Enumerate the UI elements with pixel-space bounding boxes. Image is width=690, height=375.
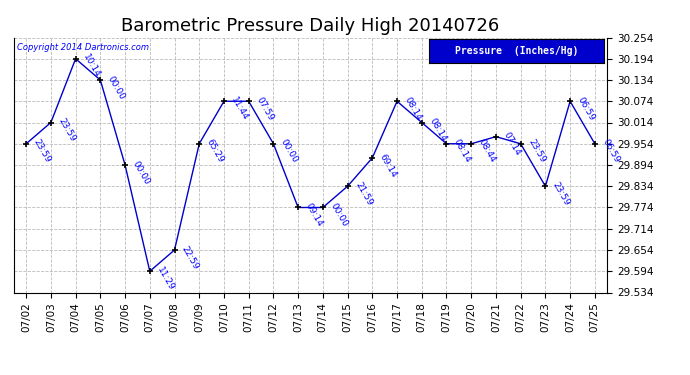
Text: 23:59: 23:59 bbox=[526, 138, 547, 165]
Text: 22:59: 22:59 bbox=[180, 244, 201, 271]
Text: 10:14: 10:14 bbox=[81, 53, 102, 80]
Title: Barometric Pressure Daily High 20140726: Barometric Pressure Daily High 20140726 bbox=[121, 16, 500, 34]
Text: Copyright 2014 Dartronics.com: Copyright 2014 Dartronics.com bbox=[17, 43, 149, 52]
Text: 11:29: 11:29 bbox=[155, 266, 176, 292]
Text: 00:00: 00:00 bbox=[328, 202, 349, 228]
Text: 06:59: 06:59 bbox=[600, 138, 621, 165]
Text: 08:14: 08:14 bbox=[427, 117, 448, 143]
Text: 69:14: 69:14 bbox=[378, 152, 399, 179]
Text: 07:14: 07:14 bbox=[502, 131, 522, 158]
Text: 23:59: 23:59 bbox=[551, 180, 571, 207]
Text: 00:00: 00:00 bbox=[106, 74, 127, 101]
Text: 00:00: 00:00 bbox=[130, 159, 151, 186]
Text: 23:59: 23:59 bbox=[32, 138, 52, 165]
Text: 23:59: 23:59 bbox=[57, 117, 77, 143]
Text: 65:29: 65:29 bbox=[205, 138, 226, 165]
Text: 08:14: 08:14 bbox=[402, 95, 423, 122]
Text: 08:14: 08:14 bbox=[452, 138, 473, 165]
Text: 00:00: 00:00 bbox=[279, 138, 299, 165]
Text: 08:44: 08:44 bbox=[477, 138, 497, 165]
Text: 21:59: 21:59 bbox=[353, 180, 374, 207]
Text: 07:59: 07:59 bbox=[254, 95, 275, 122]
Text: 11:44: 11:44 bbox=[230, 95, 250, 122]
Text: 06:59: 06:59 bbox=[575, 95, 596, 122]
Text: 09:14: 09:14 bbox=[304, 202, 324, 228]
